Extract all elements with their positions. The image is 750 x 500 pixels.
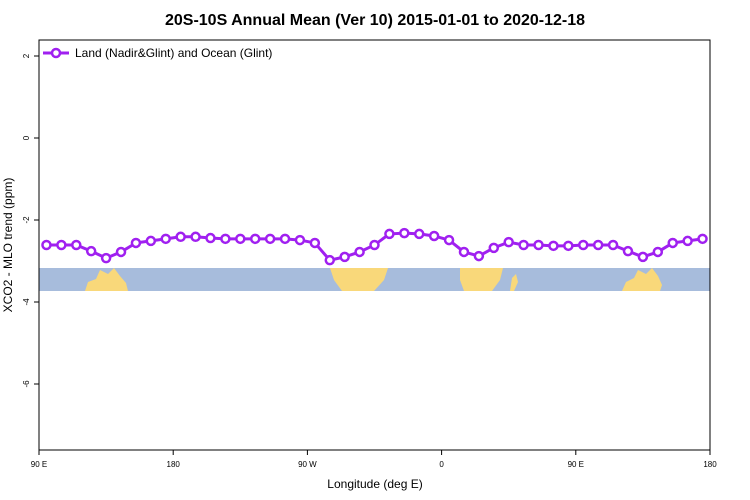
x-axis-label: Longitude (deg E) <box>327 477 422 491</box>
data-point <box>71 239 82 251</box>
data-point <box>220 233 231 245</box>
data-point <box>428 230 440 242</box>
y-axis-label: XCO2 - MLO trend (ppm) <box>1 178 15 313</box>
chart-title: 20S-10S Annual Mean (Ver 10) 2015-01-01 … <box>165 12 585 29</box>
x-tick-label: 0 <box>439 460 444 469</box>
data-point <box>384 228 395 240</box>
data-point <box>548 240 559 252</box>
data-point <box>443 234 455 246</box>
data-point <box>578 239 589 251</box>
data-point <box>369 239 380 251</box>
data-point <box>592 239 604 251</box>
data-point <box>100 252 112 264</box>
data-point <box>652 246 664 258</box>
land-shape <box>330 268 388 291</box>
data-point <box>145 235 157 247</box>
map-band <box>39 268 710 291</box>
data-point <box>175 231 186 243</box>
data-point <box>190 231 201 243</box>
data-point <box>473 250 485 262</box>
data-point <box>130 237 142 249</box>
data-point <box>413 228 425 240</box>
data-point <box>115 246 127 258</box>
x-tick-label: 90 E <box>31 460 47 469</box>
data-point <box>249 233 261 245</box>
x-tick-label: 90 E <box>568 460 584 469</box>
data-point <box>563 240 574 252</box>
data-point <box>160 233 171 245</box>
y-tick-label: 2 <box>22 53 31 58</box>
data-point <box>294 234 306 246</box>
x-tick-label: 90 W <box>298 460 317 469</box>
plot-frame <box>38 39 711 451</box>
data-point <box>205 232 216 244</box>
data-point <box>56 239 67 251</box>
data-point <box>279 233 291 245</box>
land-shape <box>85 268 128 291</box>
data-point <box>622 245 634 257</box>
data-point <box>682 235 693 247</box>
data-point <box>607 239 619 251</box>
data-point <box>309 237 321 249</box>
data-point <box>399 227 410 239</box>
data-point <box>697 233 708 245</box>
data-point <box>354 246 365 258</box>
data-point <box>324 254 336 266</box>
data-point <box>85 245 97 257</box>
y-tick-label: -4 <box>22 298 31 306</box>
data-point <box>339 251 350 263</box>
y-tick-label: -6 <box>22 380 31 388</box>
x-tick-label: 180 <box>167 460 181 469</box>
data-point <box>235 233 246 245</box>
data-point <box>533 239 544 251</box>
data-point <box>667 237 678 249</box>
x-tick-label: 180 <box>703 460 717 469</box>
data-point <box>637 251 649 263</box>
data-point <box>264 233 276 245</box>
data-point <box>488 242 500 254</box>
land-shape <box>622 268 662 291</box>
data-point <box>458 246 470 258</box>
data-point <box>41 239 52 251</box>
land-shape <box>460 268 503 291</box>
data-point <box>503 236 514 248</box>
legend-label: Land (Nadir&Glint) and Ocean (Glint) <box>75 46 272 60</box>
y-tick-label: 0 <box>22 135 31 140</box>
legend-marker <box>50 47 62 59</box>
y-tick-label: -2 <box>22 216 31 224</box>
data-point <box>518 239 529 251</box>
land-shape <box>510 274 518 291</box>
